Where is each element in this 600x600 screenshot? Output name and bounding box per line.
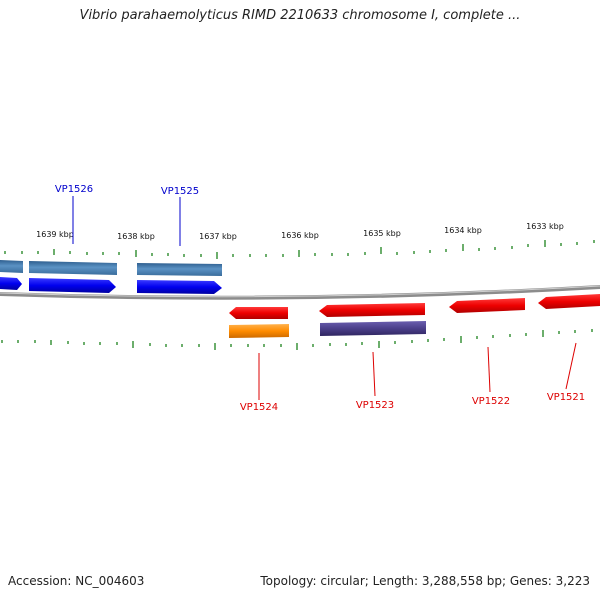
ruler-label: 1636 kbp: [281, 231, 319, 240]
cds-arrow-vp1522[interactable]: [449, 298, 525, 313]
chromosome-backbone: [0, 285, 600, 300]
gene-label-vp1526[interactable]: VP1526: [55, 184, 93, 195]
upper-ruler-ticks: [4, 240, 595, 259]
forward-cds-arrows: [0, 277, 222, 294]
gene-bar-vp1526[interactable]: [29, 261, 117, 275]
ruler-label: 1638 kbp: [117, 232, 155, 241]
ruler-label: 1635 kbp: [363, 229, 401, 238]
ruler-label: 1634 kbp: [444, 226, 482, 235]
ruler-label: 1637 kbp: [199, 232, 237, 241]
gene-bar-vp1523[interactable]: [320, 321, 426, 336]
reverse-gene-bars: [229, 321, 426, 338]
gene-label-vp1523[interactable]: VP1523: [356, 400, 394, 411]
cds-arrow-partial[interactable]: [0, 277, 22, 290]
cds-arrow-vp1525[interactable]: [137, 280, 222, 294]
cds-arrow-vp1524[interactable]: [229, 307, 288, 319]
connector-vp1522: [487, 346, 491, 393]
connector-vp1521: [565, 342, 577, 390]
gene-bar-vp1525[interactable]: [137, 263, 222, 276]
cds-arrow-vp1526[interactable]: [29, 278, 116, 293]
gene-bar-partial[interactable]: [0, 260, 23, 273]
gene-bar-vp1524[interactable]: [229, 324, 289, 338]
cds-arrow-vp1521[interactable]: [538, 294, 600, 309]
sequence-stats-text: Topology: circular; Length: 3,288,558 bp…: [260, 574, 590, 588]
gene-label-vp1522[interactable]: VP1522: [472, 396, 510, 407]
gene-label-vp1525[interactable]: VP1525: [161, 186, 199, 197]
gene-label-vp1521[interactable]: VP1521: [547, 392, 585, 403]
forward-gene-bars: [0, 260, 222, 276]
reverse-cds-arrows: [229, 294, 600, 319]
accession-text: Accession: NC_004603: [8, 574, 145, 588]
map-title: Vibrio parahaemolyticus RIMD 2210633 chr…: [79, 8, 521, 23]
cds-arrow-vp1523[interactable]: [319, 303, 425, 317]
ruler-label: 1639 kbp: [36, 230, 74, 239]
ruler-label: 1633 kbp: [526, 222, 564, 231]
lower-ruler-ticks: [1, 329, 593, 350]
gene-label-vp1524[interactable]: VP1524: [240, 402, 278, 413]
connector-vp1523: [372, 351, 376, 397]
